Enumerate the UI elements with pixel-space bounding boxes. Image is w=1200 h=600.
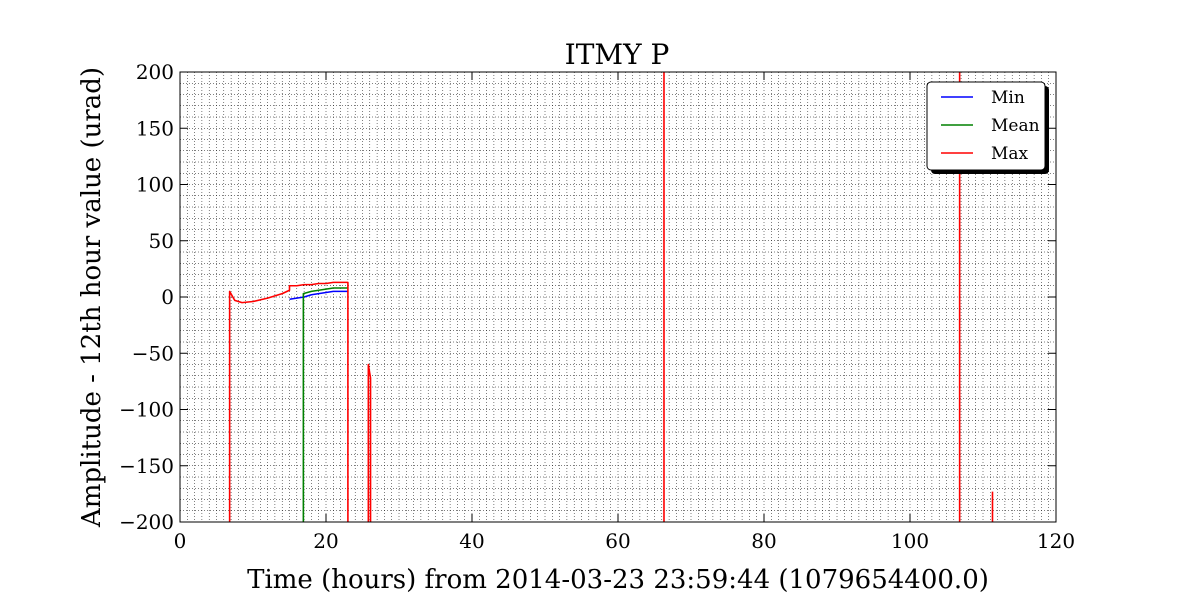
legend: Min Mean Max	[926, 81, 1049, 174]
x-tick-label: 100	[891, 529, 929, 553]
legend-box	[926, 81, 1046, 171]
y-tick-label: 150	[136, 116, 174, 140]
x-axis-title: Time (hours) from 2014-03-23 23:59:44 (1…	[247, 565, 989, 595]
chart-title: ITMY P	[565, 38, 670, 71]
y-tick-label: 100	[136, 173, 174, 197]
y-tick-label: 0	[161, 285, 174, 309]
ticks: 0 20 40 60 80 100 120 −200 −150 −100 −50 0 50 100 150 2…	[119, 60, 1075, 553]
y-axis-title: Amplitude - 12th hour value (urad)	[77, 67, 107, 528]
y-tick-label: −200	[119, 510, 174, 534]
x-tick-label: 40	[459, 529, 484, 553]
x-tick-label: 60	[605, 529, 630, 553]
y-tick-label: −150	[119, 454, 174, 478]
series-layer	[228, 72, 994, 522]
y-tick-label: −100	[119, 398, 174, 422]
series-min-line	[289, 290, 348, 301]
legend-label-max: Max	[991, 144, 1029, 164]
series-max-line	[228, 72, 994, 522]
grid	[179, 71, 1057, 523]
x-tick-label: 0	[174, 529, 187, 553]
legend-label-min: Min	[991, 88, 1025, 108]
x-tick-label: 20	[313, 529, 338, 553]
legend-items: Min Mean Max	[941, 88, 1040, 164]
x-tick-label: 120	[1037, 529, 1075, 553]
y-tick-label: −50	[132, 341, 174, 365]
x-tick-label: 80	[751, 529, 776, 553]
series-mean-line	[302, 287, 348, 522]
y-tick-label: 200	[136, 60, 174, 84]
legend-label-mean: Mean	[991, 116, 1040, 136]
y-tick-label: 50	[149, 229, 174, 253]
